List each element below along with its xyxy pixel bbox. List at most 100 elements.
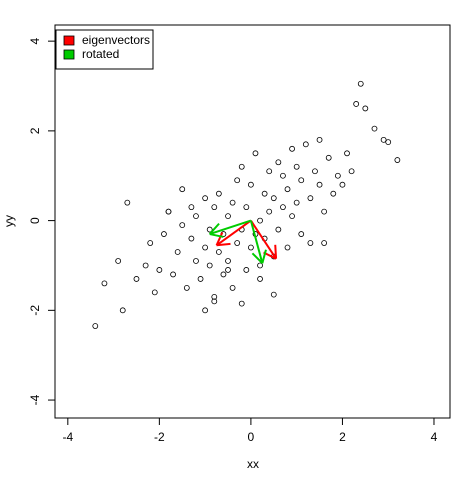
point bbox=[339, 181, 346, 188]
point bbox=[325, 154, 332, 161]
arrow-head bbox=[216, 242, 231, 247]
point bbox=[280, 204, 286, 211]
point bbox=[284, 244, 291, 251]
point bbox=[92, 323, 99, 329]
point bbox=[156, 267, 163, 273]
point bbox=[161, 231, 167, 237]
point bbox=[220, 271, 227, 278]
point bbox=[298, 231, 305, 237]
point bbox=[170, 271, 176, 278]
legend-label: eigenvectors bbox=[82, 33, 150, 47]
x-tick-label: 0 bbox=[248, 430, 255, 444]
point bbox=[307, 240, 314, 246]
point bbox=[344, 150, 350, 157]
point bbox=[101, 280, 108, 287]
arrow-head bbox=[251, 252, 264, 264]
point bbox=[316, 136, 323, 143]
point bbox=[193, 213, 199, 220]
point bbox=[307, 195, 314, 202]
point bbox=[179, 186, 186, 193]
point bbox=[293, 199, 300, 206]
point bbox=[316, 181, 323, 188]
point bbox=[211, 298, 218, 305]
point bbox=[133, 276, 140, 282]
point bbox=[147, 240, 154, 246]
x-axis-label: xx bbox=[247, 457, 259, 471]
point bbox=[371, 125, 378, 132]
point bbox=[215, 249, 222, 255]
x-tick-label: -2 bbox=[154, 430, 165, 444]
x-tick-label: 2 bbox=[339, 430, 346, 444]
point bbox=[211, 293, 218, 300]
point bbox=[312, 168, 318, 175]
point bbox=[188, 204, 195, 211]
point bbox=[284, 186, 291, 193]
point bbox=[115, 258, 122, 264]
point bbox=[280, 172, 286, 179]
x-tick-label: -4 bbox=[62, 430, 73, 444]
point bbox=[385, 139, 392, 145]
point bbox=[243, 204, 250, 211]
point bbox=[321, 208, 328, 215]
point bbox=[179, 222, 186, 228]
point bbox=[225, 267, 231, 273]
arrow-head bbox=[208, 222, 220, 235]
point bbox=[193, 258, 199, 264]
point bbox=[215, 190, 222, 197]
point bbox=[330, 190, 337, 197]
point bbox=[302, 141, 309, 148]
point bbox=[252, 150, 259, 157]
point bbox=[394, 157, 401, 163]
point bbox=[266, 168, 273, 175]
point bbox=[234, 240, 241, 246]
point bbox=[362, 105, 369, 112]
point bbox=[183, 284, 190, 291]
arrow-shaft bbox=[249, 220, 264, 264]
point bbox=[247, 181, 254, 188]
point bbox=[270, 195, 277, 202]
point bbox=[206, 226, 213, 233]
point bbox=[124, 199, 131, 206]
point bbox=[229, 199, 236, 206]
point bbox=[257, 262, 263, 269]
point bbox=[238, 300, 245, 307]
y-tick-label: -2 bbox=[28, 305, 42, 316]
arrow-shaft bbox=[215, 219, 252, 247]
point bbox=[206, 262, 213, 269]
point bbox=[174, 249, 181, 255]
point bbox=[321, 240, 328, 246]
point bbox=[293, 163, 300, 170]
point bbox=[202, 307, 209, 314]
point bbox=[270, 291, 277, 298]
point bbox=[289, 145, 295, 152]
x-tick-label: 4 bbox=[431, 430, 438, 444]
point bbox=[357, 80, 364, 87]
point bbox=[353, 101, 360, 107]
point bbox=[225, 213, 231, 220]
point bbox=[289, 213, 295, 220]
point bbox=[275, 226, 282, 233]
point bbox=[202, 195, 209, 202]
y-tick-label: 0 bbox=[28, 217, 42, 224]
point bbox=[261, 190, 268, 197]
point bbox=[298, 177, 305, 184]
point bbox=[202, 244, 209, 251]
point bbox=[334, 172, 341, 179]
point bbox=[238, 163, 245, 170]
legend-box bbox=[55, 29, 154, 70]
point bbox=[266, 208, 273, 215]
y-tick-label: 4 bbox=[28, 37, 42, 44]
point bbox=[234, 177, 241, 184]
legend-swatch bbox=[63, 35, 75, 46]
arrow-head bbox=[215, 232, 224, 246]
point bbox=[165, 208, 172, 215]
point bbox=[243, 267, 250, 273]
legend-label: rotated bbox=[82, 47, 119, 61]
point bbox=[229, 284, 236, 291]
point bbox=[348, 168, 355, 175]
point bbox=[257, 276, 263, 282]
arrow-shaft bbox=[209, 219, 252, 236]
point bbox=[151, 289, 158, 296]
arrow-shaft bbox=[250, 220, 277, 260]
